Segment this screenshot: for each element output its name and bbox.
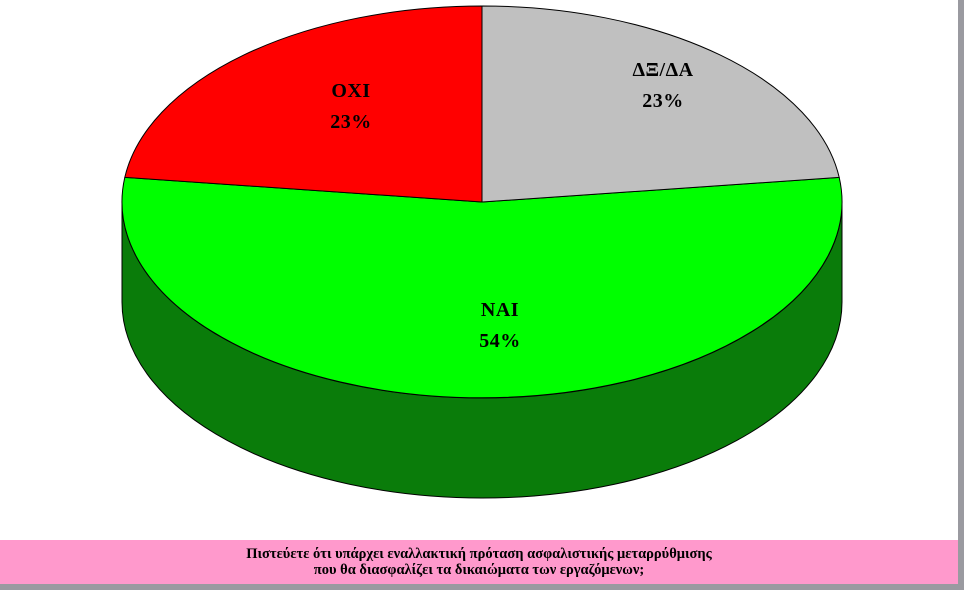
pie-slice-dxda — [481, 5, 840, 203]
question-caption-line2: που θα διασφαλίζει τα δικαιώματα των εργ… — [313, 562, 645, 578]
label-oxi-percent: 23% — [330, 111, 372, 133]
question-caption: Πιστεύετε ότι υπάρχει εναλλακτική πρότασ… — [0, 540, 958, 584]
window-edge-right — [958, 0, 964, 590]
label-dxda-name: ΔΞ/ΔΑ — [632, 59, 694, 81]
label-nai: ΝΑΙ 54% — [420, 295, 580, 357]
window-edge-bottom — [0, 584, 964, 590]
question-caption-line1: Πιστεύετε ότι υπάρχει εναλλακτική πρότασ… — [246, 546, 712, 562]
pie-slice-nai — [121, 176, 843, 399]
pie-slice-oxi — [124, 5, 483, 203]
label-dxda: ΔΞ/ΔΑ 23% — [583, 55, 743, 117]
label-nai-percent: 54% — [479, 330, 521, 352]
label-oxi: ΟΧΙ 23% — [271, 76, 431, 138]
label-dxda-percent: 23% — [642, 90, 684, 112]
label-nai-name: ΝΑΙ — [480, 299, 520, 321]
label-oxi-name: ΟΧΙ — [331, 80, 371, 102]
